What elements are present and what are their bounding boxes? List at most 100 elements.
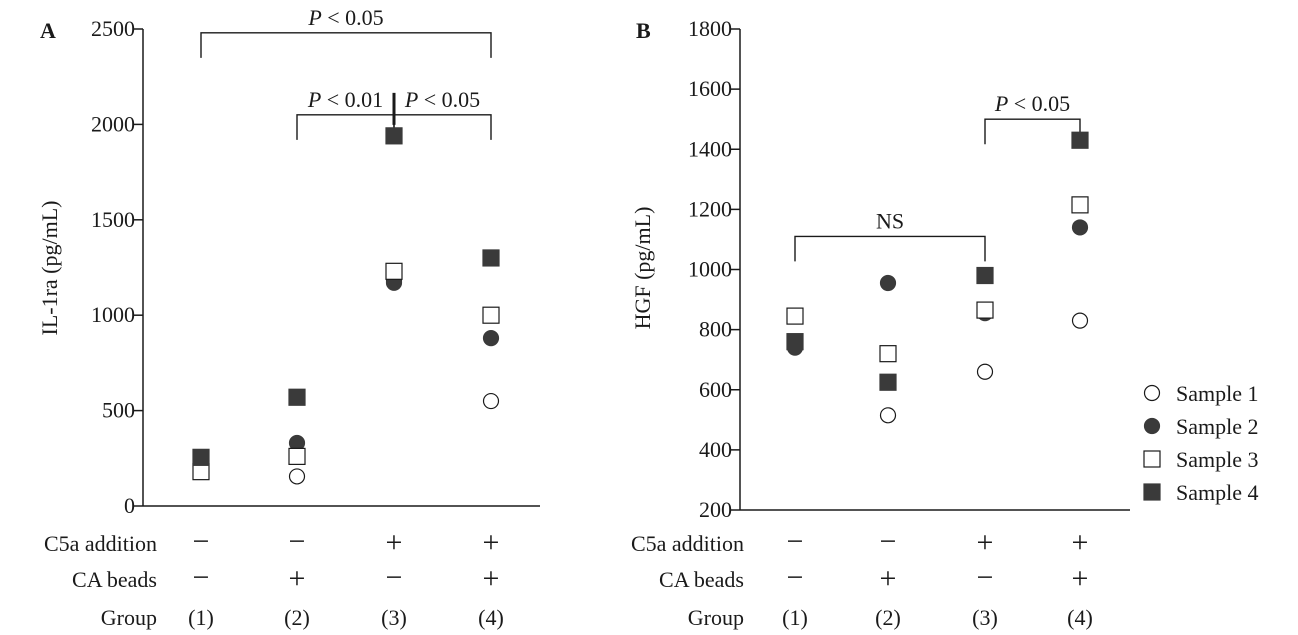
data-point-sample-4 [1071,131,1089,149]
plus-sign: + [1072,562,1089,595]
data-point-sample-4 [976,266,994,285]
group-label: (4) [478,605,504,630]
y-tick-label: 1600 [688,76,732,101]
y-tick-label: 1500 [91,207,135,232]
y-tick-label: 1400 [688,136,732,161]
data-point-sample-4 [192,448,210,466]
group-label: (1) [188,605,214,630]
group-label: (2) [284,605,310,630]
group-label: (2) [875,605,901,630]
minus-sign: − [977,561,994,594]
minus-sign: − [193,525,210,558]
condition-row-label: C5a addition [44,531,157,556]
minus-sign: − [880,525,897,558]
plus-sign: + [880,562,897,595]
condition-row-label: CA beads [659,567,744,592]
data-point-sample-1 [879,407,897,424]
panel-a-points [192,127,500,485]
panel-b-y-ticks: 200 400 600 800 1000 1200 1400 1600 1800 [688,16,740,522]
group-label: (3) [972,605,998,630]
data-point-sample-2 [879,274,897,292]
minus-sign: − [289,525,306,558]
legend-label: Sample 1 [1176,381,1259,406]
y-tick-label: 200 [699,497,732,522]
panel-a: A IL-1ra (pg/mL) 0 500 1000 1500 2000 2500 P … [37,5,540,630]
y-tick-label: 1800 [688,16,732,41]
data-point-sample-3 [879,345,897,363]
data-point-sample-1 [976,363,994,380]
minus-sign: − [787,561,804,594]
condition-row-label: Group [688,605,744,630]
panel-b-letter: B [636,18,651,43]
panel-a-significance-brackets: P < 0.05 P < 0.01 P < 0.05 [200,5,492,140]
plus-sign: + [483,562,500,595]
data-point-sample-2 [482,329,500,347]
y-tick-label: 2500 [91,16,135,41]
group-label: (1) [782,605,808,630]
data-point-sample-4 [786,333,804,351]
plus-sign: + [977,526,994,559]
data-point-sample-3 [1071,196,1089,214]
y-tick-label: 1000 [91,302,135,327]
data-point-sample-3 [192,463,210,481]
data-point-sample-4 [385,127,403,145]
panel-b-points [786,131,1089,424]
significance-bracket [794,235,986,262]
significance-bracket [296,114,395,140]
legend-marker [1143,417,1161,435]
significance-label: P < 0.05 [404,87,480,112]
legend-label: Sample 4 [1176,480,1259,505]
legend-marker [1143,384,1161,402]
legend-label: Sample 2 [1176,414,1259,439]
y-tick-label: 2000 [91,111,135,136]
data-point-sample-3 [482,306,500,324]
group-label: (4) [1067,605,1093,630]
legend: Sample 1 Sample 2 Sample 3 Sample 4 [1143,381,1259,505]
legend-marker [1143,450,1161,468]
significance-bracket [200,32,492,58]
panel-b-ylabel: HGF (pg/mL) [630,207,655,330]
panel-a-letter: A [40,18,56,43]
data-point-sample-2 [1071,219,1089,236]
condition-row-label: CA beads [72,567,157,592]
minus-sign: − [386,561,403,594]
y-tick-label: 600 [699,377,732,402]
significance-bracket [984,118,1081,145]
plus-sign: + [386,526,403,559]
group-label: (3) [381,605,407,630]
data-point-sample-4 [482,249,500,267]
condition-row-label: Group [101,605,157,630]
data-point-sample-3 [288,447,306,465]
significance-label: P < 0.05 [307,5,383,30]
data-point-sample-4 [879,373,897,391]
panel-a-ylabel: IL-1ra (pg/mL) [37,201,62,336]
minus-sign: − [787,525,804,558]
minus-sign: − [193,561,210,594]
data-point-sample-1 [1071,312,1089,329]
data-point-sample-3 [385,262,403,280]
data-point-sample-4 [288,388,306,406]
significance-bracket [393,114,492,140]
legend-marker [1143,483,1161,501]
significance-label: NS [876,208,904,233]
plus-sign: + [483,526,500,559]
panel-b: B HGF (pg/mL) 200 400 600 800 1000 1200 1400 16… [630,16,1130,630]
panel-b-significance-brackets: NS P < 0.05 [794,91,1081,262]
condition-row-label: C5a addition [631,531,744,556]
data-point-sample-1 [482,392,500,410]
y-tick-label: 400 [699,437,732,462]
data-point-sample-1 [288,468,306,485]
significance-label: P < 0.01 [307,87,383,112]
plus-sign: + [289,562,306,595]
y-tick-label: 800 [699,317,732,342]
y-tick-label: 0 [124,493,135,518]
panel-a-y-ticks: 0 500 1000 1500 2000 2500 [91,16,143,518]
y-tick-label: 1200 [688,196,732,221]
plus-sign: + [1072,526,1089,559]
significance-label: P < 0.05 [994,91,1070,116]
legend-label: Sample 3 [1176,447,1259,472]
data-point-sample-3 [976,301,994,319]
